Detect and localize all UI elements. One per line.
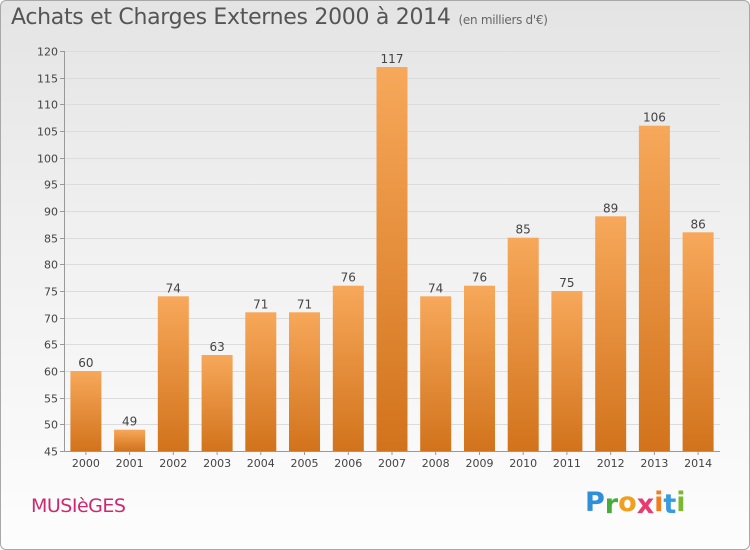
data-label: 75 (559, 276, 574, 290)
y-tick-label: 120 (37, 46, 58, 59)
x-tick-label: 2000 (72, 457, 100, 470)
logo-letter: x (636, 489, 655, 520)
y-tick-label: 65 (44, 339, 58, 352)
logo-letter: o (618, 487, 637, 518)
bar (682, 232, 714, 451)
x-tick-label: 2006 (334, 457, 362, 470)
bar (376, 67, 408, 451)
logo-letter: t (663, 489, 677, 520)
y-tick-label: 45 (44, 446, 58, 459)
data-label: 49 (122, 415, 137, 429)
x-tick-label: 2008 (422, 457, 450, 470)
bar (201, 355, 233, 451)
data-label: 74 (428, 281, 443, 295)
data-label: 74 (166, 281, 181, 295)
x-tick-label: 2002 (159, 457, 187, 470)
bar (551, 291, 583, 451)
logo-letter: i (654, 487, 664, 518)
bars (70, 67, 714, 451)
bar (157, 296, 189, 451)
bar (464, 285, 495, 451)
y-tick-label: 60 (44, 366, 58, 379)
y-tick-label: 55 (44, 393, 58, 406)
data-label: 76 (472, 271, 487, 285)
y-tick-label: 70 (44, 313, 58, 326)
x-tick-label: 2012 (597, 457, 625, 470)
bar (595, 216, 627, 451)
chart-subtitle: (en milliers d'€) (458, 13, 548, 27)
x-tick-label: 2004 (247, 457, 275, 470)
y-tick-label: 105 (37, 126, 58, 139)
data-label: 117 (381, 52, 404, 66)
y-tick-label: 90 (44, 206, 58, 219)
bar (332, 285, 364, 451)
bar (507, 237, 539, 451)
logo-letter: r (604, 489, 619, 520)
chart-title-text: Achats et Charges Externes 2000 à 2014 (11, 5, 451, 30)
y-tick-label: 95 (44, 179, 58, 192)
proxiti-logo: Proxiti (585, 487, 686, 520)
chart-title: Achats et Charges Externes 2000 à 2014 (e… (11, 5, 548, 30)
y-tick-label: 50 (44, 419, 58, 432)
x-tick-label: 2009 (466, 457, 494, 470)
data-label: 71 (253, 297, 268, 311)
bar (70, 371, 102, 451)
data-label: 63 (209, 340, 224, 354)
data-label: 60 (78, 356, 93, 370)
y-tick-label: 100 (37, 153, 58, 166)
data-label: 86 (690, 217, 705, 231)
bar (289, 312, 320, 451)
y-tick-label: 75 (44, 286, 58, 299)
bar (114, 429, 146, 451)
y-tick-label: 110 (37, 99, 58, 112)
x-tick-label: 2013 (640, 457, 668, 470)
commune-name: MUSIèGES (31, 495, 126, 517)
x-tick-label: 2010 (509, 457, 537, 470)
x-tick-label: 2014 (684, 457, 712, 470)
y-tick-label: 80 (44, 259, 58, 272)
x-tick-label: 2011 (553, 457, 581, 470)
value-labels: 60 49 74 63 71 71 76 117 74 76 85 75 89 106 86 (78, 52, 705, 429)
data-label: 89 (603, 201, 618, 215)
x-tick-label: 2005 (291, 457, 319, 470)
logo-letter: i (676, 487, 686, 518)
bar (638, 125, 670, 451)
logo-letter: P (585, 487, 605, 518)
x-tick-label: 2001 (116, 457, 144, 470)
y-tick-label: 115 (37, 73, 58, 86)
data-label: 85 (516, 223, 531, 237)
bar (420, 296, 452, 451)
x-tick-label: 2007 (378, 457, 406, 470)
x-tick-label: 2003 (203, 457, 231, 470)
data-label: 106 (643, 111, 666, 125)
data-label: 76 (341, 271, 356, 285)
bar (245, 312, 277, 451)
axes: 45 50 55 60 65 70 75 80 85 90 95 100 105 110 115 120 200… (37, 46, 720, 470)
data-label: 71 (297, 297, 312, 311)
y-tick-label: 85 (44, 233, 58, 246)
